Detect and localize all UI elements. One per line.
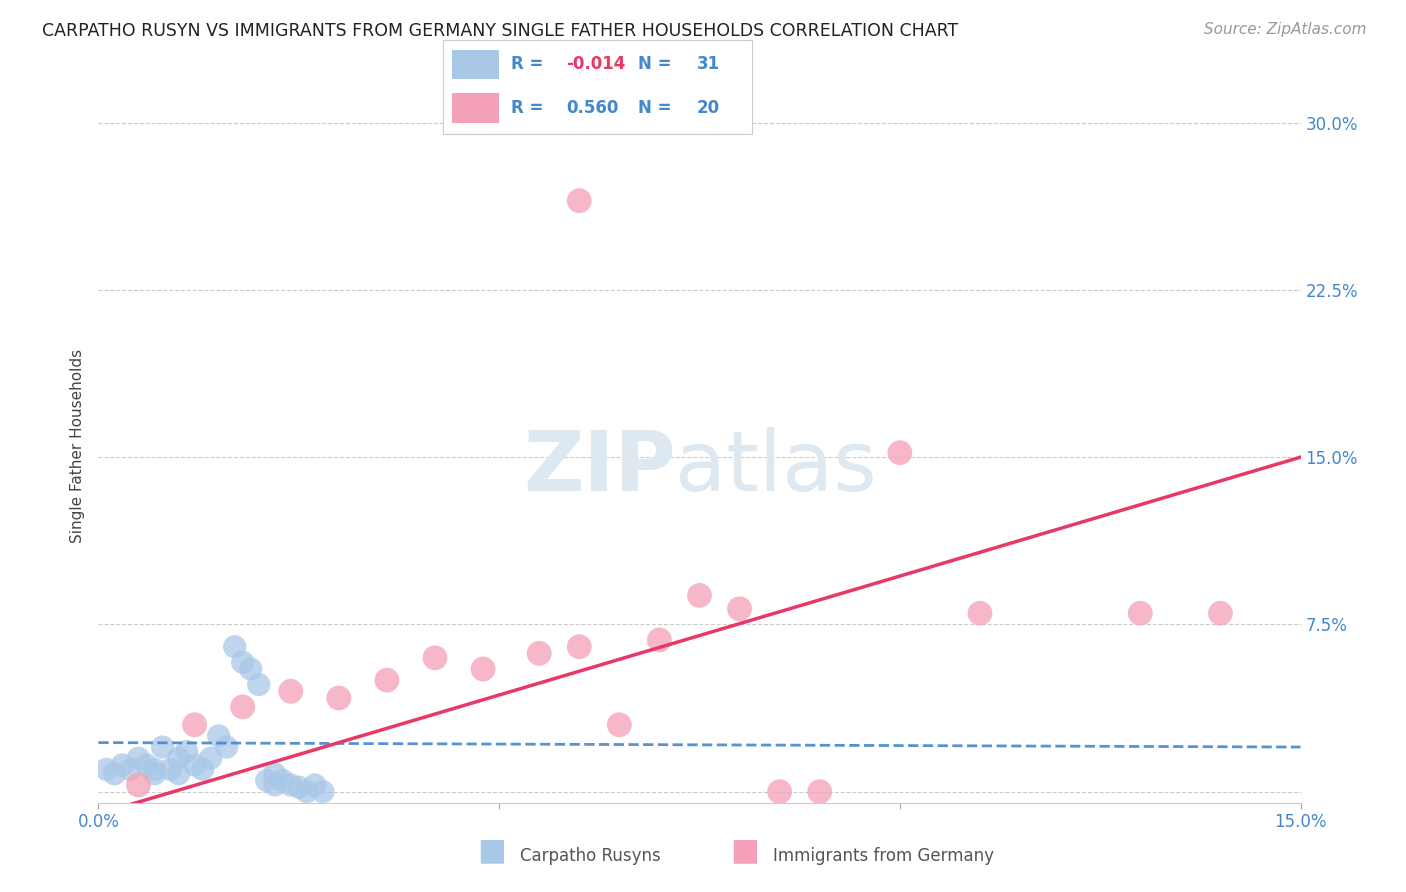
Text: 0.560: 0.560 — [567, 99, 619, 117]
Point — [111, 757, 134, 772]
Point — [295, 785, 318, 799]
Point — [247, 678, 270, 692]
Point — [423, 651, 446, 665]
Point — [232, 655, 254, 669]
Point — [375, 673, 398, 687]
Text: R =: R = — [510, 55, 543, 73]
Point — [96, 762, 118, 776]
Point — [769, 785, 792, 799]
Point — [208, 729, 231, 743]
Point — [143, 762, 166, 776]
Point — [304, 778, 326, 792]
Point — [472, 662, 495, 676]
Point — [103, 766, 125, 781]
Point — [128, 751, 150, 765]
Text: 31: 31 — [696, 55, 720, 73]
Point — [120, 762, 142, 776]
Point — [224, 640, 246, 654]
Text: ■: ■ — [478, 836, 506, 865]
Point — [167, 751, 190, 765]
FancyBboxPatch shape — [453, 49, 499, 79]
Text: atlas: atlas — [675, 427, 877, 508]
Text: N =: N = — [638, 55, 671, 73]
Text: Carpatho Rusyns: Carpatho Rusyns — [520, 847, 661, 865]
Point — [135, 757, 157, 772]
Text: Immigrants from Germany: Immigrants from Germany — [773, 847, 994, 865]
Y-axis label: Single Father Households: Single Father Households — [70, 349, 86, 543]
Point — [328, 690, 350, 705]
Point — [728, 601, 751, 615]
Point — [183, 717, 205, 731]
Text: R =: R = — [510, 99, 543, 117]
Point — [128, 778, 150, 792]
Text: CARPATHO RUSYN VS IMMIGRANTS FROM GERMANY SINGLE FATHER HOUSEHOLDS CORRELATION C: CARPATHO RUSYN VS IMMIGRANTS FROM GERMAN… — [42, 22, 959, 40]
Point — [215, 740, 238, 755]
Point — [280, 684, 302, 698]
Point — [1209, 607, 1232, 621]
Point — [183, 757, 205, 772]
Point — [969, 607, 991, 621]
Point — [176, 744, 198, 758]
Point — [191, 762, 214, 776]
Point — [288, 780, 311, 794]
Text: Source: ZipAtlas.com: Source: ZipAtlas.com — [1204, 22, 1367, 37]
Point — [263, 766, 285, 781]
Point — [689, 589, 711, 603]
Point — [609, 717, 631, 731]
Point — [312, 785, 335, 799]
Point — [529, 646, 551, 660]
Point — [152, 740, 174, 755]
FancyBboxPatch shape — [453, 93, 499, 122]
Point — [167, 766, 190, 781]
Point — [263, 778, 285, 792]
Text: 20: 20 — [696, 99, 720, 117]
Point — [648, 633, 671, 648]
Point — [1129, 607, 1152, 621]
Point — [889, 446, 911, 460]
Text: ZIP: ZIP — [523, 427, 675, 508]
Point — [271, 773, 294, 788]
Point — [232, 699, 254, 714]
Point — [159, 762, 181, 776]
Text: N =: N = — [638, 99, 671, 117]
Point — [200, 751, 222, 765]
Text: ■: ■ — [731, 836, 759, 865]
Point — [239, 662, 262, 676]
Point — [808, 785, 831, 799]
Text: -0.014: -0.014 — [567, 55, 626, 73]
Point — [256, 773, 278, 788]
Point — [568, 640, 591, 654]
Point — [568, 194, 591, 208]
Point — [280, 778, 302, 792]
Point — [143, 766, 166, 781]
